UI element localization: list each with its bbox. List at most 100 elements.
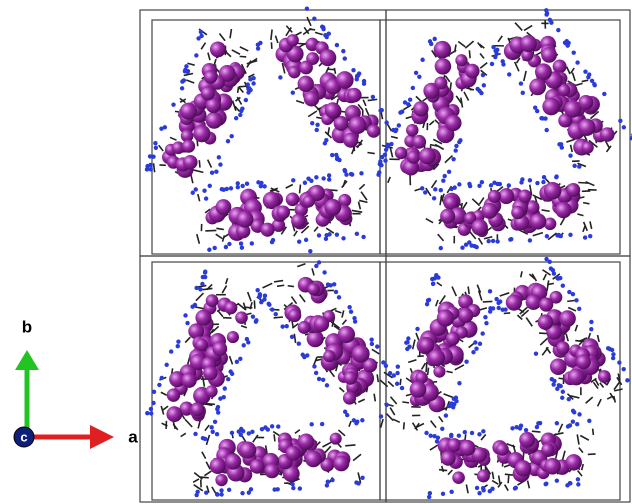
atom — [347, 88, 362, 103]
hydrogen — [315, 123, 319, 127]
axis-label-b: b — [22, 317, 32, 336]
bond — [469, 50, 470, 58]
hydrogen — [270, 307, 274, 311]
atom — [343, 133, 358, 148]
hydrogen — [255, 288, 259, 292]
bond — [222, 286, 226, 293]
bond — [206, 462, 210, 469]
hydrogen — [494, 297, 498, 301]
hydrogen — [521, 91, 525, 95]
bond — [334, 68, 335, 74]
atom — [336, 71, 354, 89]
hydrogen — [385, 403, 389, 407]
hydrogen — [239, 433, 243, 437]
hydrogen — [225, 187, 229, 191]
bond — [413, 340, 415, 350]
hydrogen — [215, 407, 219, 411]
hydrogen — [240, 184, 244, 188]
atom — [304, 91, 320, 107]
bond — [388, 381, 394, 386]
hydrogen — [414, 71, 418, 75]
hydrogen — [427, 495, 431, 499]
hydrogen — [432, 434, 436, 438]
bond — [286, 184, 293, 188]
bond — [390, 397, 396, 404]
hydrogen — [572, 50, 576, 54]
bond — [452, 287, 456, 296]
bond — [277, 285, 284, 286]
hydrogen — [474, 346, 478, 350]
hydrogen — [533, 105, 537, 109]
bond — [543, 274, 546, 280]
bond — [381, 419, 384, 428]
hydrogen — [561, 284, 565, 288]
bond — [233, 101, 236, 111]
hydrogen — [223, 386, 227, 390]
bond — [187, 63, 194, 65]
hydrogen — [404, 340, 408, 344]
bond — [431, 421, 436, 428]
hydrogen — [204, 196, 208, 200]
hydrogen — [345, 413, 349, 417]
hydrogen — [337, 295, 341, 299]
hydrogen — [625, 378, 629, 382]
bond — [547, 280, 549, 291]
atom — [182, 140, 195, 153]
hydrogen — [218, 162, 222, 166]
hydrogen — [276, 424, 280, 428]
atom — [352, 345, 370, 363]
hydrogen — [215, 432, 219, 436]
hydrogen — [449, 490, 453, 494]
atom — [477, 469, 490, 482]
hydrogen — [545, 11, 549, 15]
hydrogen — [536, 421, 540, 425]
atom — [227, 331, 239, 343]
hydrogen — [190, 304, 194, 308]
bond — [212, 487, 216, 494]
bond — [580, 435, 589, 440]
hydrogen — [477, 491, 481, 495]
bond — [571, 145, 573, 152]
hydrogen — [239, 241, 243, 245]
bond — [579, 448, 583, 453]
bond — [400, 379, 401, 385]
hydrogen — [199, 34, 203, 38]
hydrogen — [320, 422, 324, 426]
hydrogen — [149, 167, 153, 171]
bond — [219, 34, 225, 41]
hydrogen — [568, 423, 572, 427]
bond — [193, 479, 199, 482]
hydrogen — [397, 123, 401, 127]
bond — [464, 92, 469, 101]
hydrogen — [250, 430, 254, 434]
hydrogen — [460, 245, 464, 249]
hydrogen — [464, 359, 468, 363]
hydrogen — [343, 56, 347, 60]
hydrogen — [317, 377, 321, 381]
hydrogen — [491, 45, 495, 49]
atom — [539, 297, 553, 311]
atom — [210, 41, 226, 57]
hydrogen — [327, 177, 331, 181]
hydrogen — [230, 431, 234, 435]
hydrogen — [152, 390, 156, 394]
molecules — [145, 7, 632, 500]
bond — [232, 50, 240, 54]
atom — [515, 460, 531, 476]
hydrogen — [471, 350, 475, 354]
hydrogen — [214, 170, 218, 174]
bond — [201, 43, 205, 50]
hydrogen — [376, 173, 380, 177]
hydrogen — [488, 309, 492, 313]
atom — [319, 49, 336, 66]
bond — [492, 472, 493, 479]
hydrogen — [611, 356, 615, 360]
atom — [215, 474, 227, 486]
hydrogen — [327, 173, 331, 177]
hydrogen — [550, 377, 554, 381]
hydrogen — [588, 234, 592, 238]
hydrogen — [486, 239, 490, 243]
hydrogen — [606, 346, 610, 350]
atom — [412, 135, 426, 149]
hydrogen — [467, 240, 471, 244]
